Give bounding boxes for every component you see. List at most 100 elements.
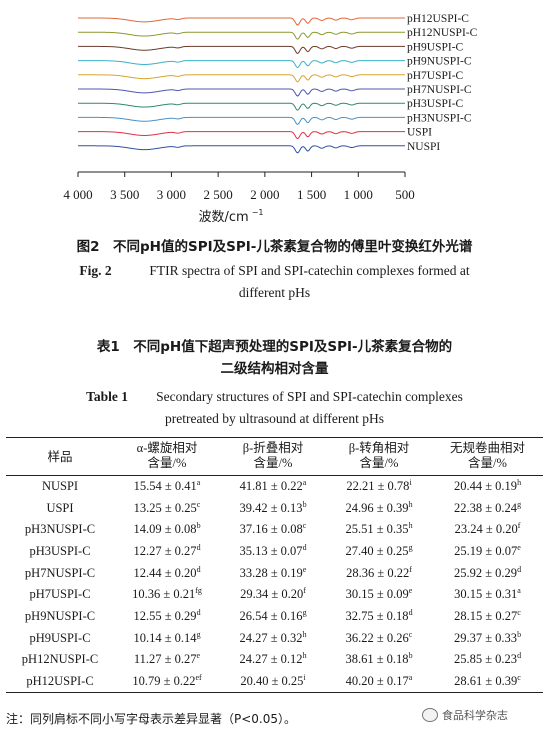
cell-significance-letter: c (408, 629, 413, 639)
cell-significance-letter: c (302, 521, 307, 531)
cell-significance-letter: e (196, 651, 201, 661)
cell-significance-letter: e (302, 564, 307, 574)
series-labels: pH12USPI-C pH12NUSPI-C pH9USPI-C pH9NUSPI-C… (407, 13, 478, 153)
cell-sheet: 41.81 ± 0.22a (220, 476, 326, 498)
spectrum-line (78, 88, 405, 97)
cell-turn: 40.20 ± 0.17a (326, 670, 432, 693)
cell-significance-letter: b (517, 629, 522, 639)
cell-significance-letter: h (302, 629, 307, 639)
cell-significance-letter: h (302, 651, 307, 661)
cell-value: 39.42 ± 0.13 (239, 500, 303, 515)
spectra-traces (78, 17, 405, 154)
series-label: pH12NUSPI-C (407, 27, 478, 39)
table-row: NUSPI 15.54 ± 0.41a 41.81 ± 0.22a 22.21 ± 0… (6, 476, 543, 498)
cell-significance-letter: g (517, 499, 522, 509)
cell-coil: 23.24 ± 0.20f (432, 519, 543, 541)
figure-caption-en: Fig. 2 FTIR spectra of SPI and SPI-catech… (0, 260, 549, 304)
series-label: pH9NUSPI-C (407, 56, 472, 68)
cell-helix: 12.27 ± 0.27d (114, 541, 220, 563)
cell-significance-letter: g (196, 629, 201, 639)
cell-value: 23.24 ± 0.20 (454, 522, 518, 537)
cell-significance-letter: ef (195, 672, 202, 682)
cell-significance-letter: d (196, 564, 201, 574)
cell-sample: NUSPI (41, 479, 79, 494)
cell-turn: 22.21 ± 0.78i (326, 476, 432, 498)
cell-value: 14.09 ± 0.08 (133, 522, 197, 537)
cell-coil: 28.61 ± 0.39c (432, 670, 543, 693)
cell-significance-letter: b (408, 651, 413, 661)
spectrum-line (78, 60, 405, 69)
cell-value: 30.15 ± 0.31 (454, 587, 518, 602)
spectrum-line (78, 116, 405, 125)
cell-value: 13.25 ± 0.25 (133, 500, 197, 515)
cell-value: 12.27 ± 0.27 (133, 543, 197, 558)
cell-value: 36.22 ± 0.26 (345, 630, 409, 645)
cell-value: 20.40 ± 0.25 (240, 673, 304, 688)
table-row: pH7USPI-C 10.36 ± 0.21fg 29.34 ± 0.20f 30.1… (6, 584, 543, 606)
table-caption-label: Table 1 (86, 389, 129, 404)
wechat-icon (422, 708, 438, 722)
cell-sheet: 29.34 ± 0.20f (220, 584, 326, 606)
ftir-spectra-chart: pH12USPI-C pH12NUSPI-C pH9USPI-C pH9NUSPI-C… (63, 13, 478, 225)
cell-significance-letter: d (408, 607, 413, 617)
table-note: 注：同列肩标不同小写字母表示差异显著（P<0.05）。 (6, 712, 297, 726)
cell-sample: pH7NUSPI-C (24, 565, 96, 580)
cell-significance-letter: fg (195, 586, 202, 596)
x-tick-label: 1 500 (297, 187, 326, 202)
cell-significance-letter: a (517, 586, 521, 596)
cell-helix: 11.27 ± 0.27e (114, 649, 220, 671)
table-body: NUSPI 15.54 ± 0.41a 41.81 ± 0.22a 22.21 ± 0… (6, 476, 543, 693)
spectrum-line (78, 131, 405, 140)
cell-significance-letter: d (517, 651, 522, 661)
cell-sheet: 39.42 ± 0.13b (220, 497, 326, 519)
cell-helix: 12.55 ± 0.29d (114, 606, 220, 628)
cell-value: 10.14 ± 0.14 (133, 630, 197, 645)
cell-turn: 36.22 ± 0.26c (326, 627, 432, 649)
cell-turn: 38.61 ± 0.18b (326, 649, 432, 671)
cell-sheet: 24.27 ± 0.12h (220, 649, 326, 671)
cell-significance-letter: h (517, 478, 522, 488)
cell-value: 24.27 ± 0.32 (239, 630, 303, 645)
x-tick-label: 3 000 (157, 187, 186, 202)
cell-value: 10.36 ± 0.21 (132, 587, 196, 602)
cell-value: 22.21 ± 0.78 (346, 479, 410, 494)
cell-value: 11.27 ± 0.27 (133, 652, 197, 667)
cell-significance-letter: a (196, 478, 201, 488)
cell-coil: 20.44 ± 0.19h (432, 476, 543, 498)
cell-value: 32.75 ± 0.18 (345, 608, 409, 623)
table-caption-en: Table 1 Secondary structures of SPI and S… (0, 386, 549, 430)
x-tick-label: 4 000 (63, 187, 92, 202)
cell-value: 12.44 ± 0.20 (133, 565, 197, 580)
cell-value: 41.81 ± 0.22 (239, 479, 303, 494)
cell-value: 15.54 ± 0.41 (133, 479, 197, 494)
cell-sample: USPI (46, 500, 74, 515)
figure-caption-cn: 图2 不同pH值的SPI及SPI-儿茶素复合物的傅里叶变换红外光谱 (76, 239, 473, 255)
cell-value: 28.15 ± 0.27 (454, 608, 518, 623)
cell-significance-letter: g (408, 542, 413, 552)
x-axis-label: 波数/cm −1 (199, 208, 264, 225)
series-label: pH7USPI-C (407, 70, 464, 82)
cell-value: 40.20 ± 0.17 (345, 673, 409, 688)
series-label: pH12USPI-C (407, 13, 469, 25)
table-caption-cn-line-2: 二级结构相对含量 (220, 361, 329, 377)
cell-significance-letter: g (302, 607, 307, 617)
table-row: pH7NUSPI-C 12.44 ± 0.20d 33.28 ± 0.19e 28.3… (6, 562, 543, 584)
watermark: 食品科学杂志 (422, 707, 508, 723)
series-label: USPI (407, 127, 432, 139)
cell-helix: 10.14 ± 0.14g (114, 627, 220, 649)
cell-significance-letter: e (517, 542, 521, 552)
cell-value: 28.36 ± 0.22 (346, 565, 410, 580)
secondary-structure-table: 样品 α-螺旋相对 含量/% β-折叠相对 含量/% β-转角相对 含量/% 无规卷曲… (6, 437, 543, 693)
cell-value: 37.16 ± 0.08 (239, 522, 303, 537)
cell-value: 12.55 ± 0.29 (133, 608, 197, 623)
table-row: pH12USPI-C 10.79 ± 0.22ef 20.40 ± 0.25i 40.… (6, 670, 543, 693)
cell-coil: 25.19 ± 0.07e (432, 541, 543, 563)
table-row: pH12NUSPI-C 11.27 ± 0.27e 24.27 ± 0.12h 38.… (6, 649, 543, 671)
cell-coil: 25.92 ± 0.29d (432, 562, 543, 584)
cell-helix: 15.54 ± 0.41a (114, 476, 220, 498)
table-caption-cn: 表1 不同pH值下超声预处理的SPI及SPI-儿茶素复合物的 二级结构相对含量 (0, 336, 549, 380)
cell-value: 20.44 ± 0.19 (453, 479, 518, 494)
figure-caption-line-1: FTIR spectra of SPI and SPI-catechin com… (149, 263, 470, 278)
spectrum-line (78, 102, 405, 111)
cell-significance-letter: d (517, 564, 522, 574)
